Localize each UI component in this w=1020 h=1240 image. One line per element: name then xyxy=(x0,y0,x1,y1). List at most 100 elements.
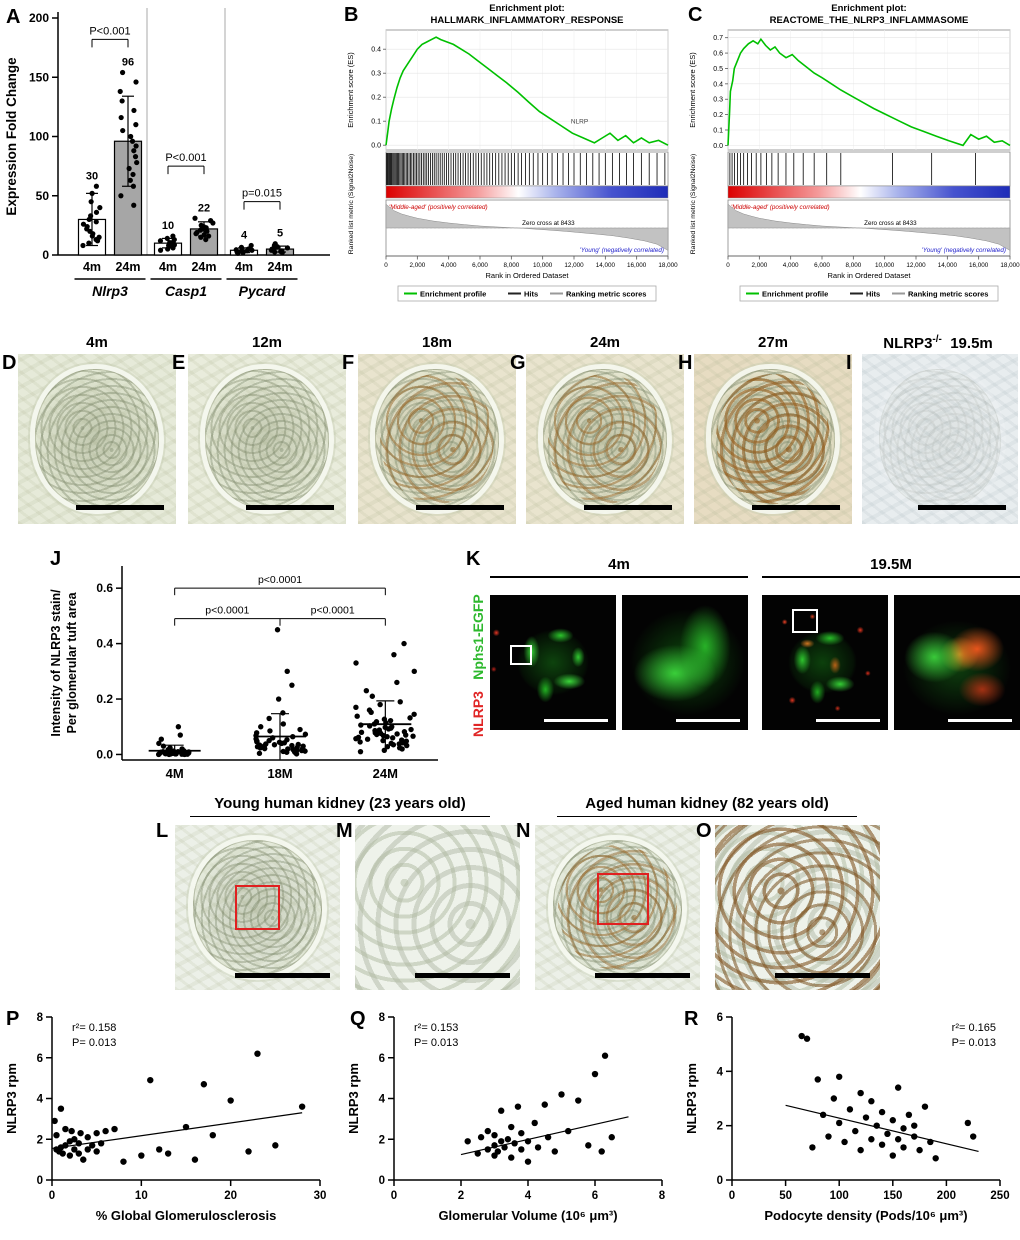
panel-e-age-label: 12m xyxy=(251,334,283,351)
svg-text:Ranking metric scores: Ranking metric scores xyxy=(566,290,646,299)
panel-j-strip-plot: 0.0 0.2 0.4 0.6 Intensity of NLRP3 stain/Per… xyxy=(30,548,460,798)
ranked-metric-area xyxy=(385,203,669,251)
panel-q-letter: Q xyxy=(350,1008,366,1030)
panel-i-gene-text: NLRP3 xyxy=(883,335,933,352)
svg-text:6: 6 xyxy=(717,1012,723,1024)
svg-text:Glomerular Volume (10⁶ μm³): Glomerular Volume (10⁶ μm³) xyxy=(438,1208,617,1223)
svg-text:4,000: 4,000 xyxy=(783,262,799,269)
svg-text:6: 6 xyxy=(37,1053,43,1065)
panel-r-scatter-plot: 0 2 4 6 0 50 100 150 200 250 Podocyte density (Pod… xyxy=(680,1005,1020,1240)
panel-c-letter: C xyxy=(688,4,703,26)
young-human-kidney-header: Young human kidney (23 years old) xyxy=(190,795,490,817)
svg-text:8: 8 xyxy=(659,1190,666,1202)
svg-text:24m: 24m xyxy=(191,260,216,274)
svg-text:P<0.001: P<0.001 xyxy=(165,152,206,164)
svg-text:Nlrp3: Nlrp3 xyxy=(92,283,128,299)
panel-o-micrograph xyxy=(715,825,880,990)
scale-bar xyxy=(595,973,690,978)
scale-bar xyxy=(235,973,330,978)
svg-text:4m: 4m xyxy=(235,260,253,274)
svg-text:0: 0 xyxy=(37,1175,43,1187)
svg-text:200: 200 xyxy=(937,1190,956,1202)
svg-text:0: 0 xyxy=(729,1190,735,1202)
panel-k-19-5m-glomerulus-image xyxy=(762,595,888,730)
svg-text:r²= 0.153: r²= 0.153 xyxy=(414,1022,458,1034)
scale-bar xyxy=(544,719,608,722)
svg-text:4,000: 4,000 xyxy=(441,262,457,269)
svg-text:p<0.0001: p<0.0001 xyxy=(311,605,355,617)
scale-bar xyxy=(584,505,672,510)
svg-text:14,000: 14,000 xyxy=(938,262,958,269)
regression-line xyxy=(51,1112,303,1150)
svg-text:0.0: 0.0 xyxy=(96,747,113,761)
svg-text:0.6: 0.6 xyxy=(713,51,723,58)
panel-a-bar-chart: 0 50 100 150 200 Expression Fold Change 30 4m 96… xyxy=(0,0,335,330)
nlrp3-stain-speckles xyxy=(716,374,830,504)
panel-i-micrograph xyxy=(862,354,1018,524)
glomerulus xyxy=(35,369,159,509)
panel-k-19-5m-inset-zoom-image xyxy=(894,595,1020,730)
inset-box xyxy=(597,873,649,925)
nlrp3-stain-speckles xyxy=(715,825,880,990)
scale-bar xyxy=(918,505,1006,510)
svg-text:2,000: 2,000 xyxy=(409,262,425,269)
svg-text:0: 0 xyxy=(391,1190,397,1202)
enrichment-curve xyxy=(385,36,669,146)
svg-text:10: 10 xyxy=(162,220,174,232)
svg-text:'Young' (negatively correlated: 'Young' (negatively correlated) xyxy=(922,247,1006,254)
gsea-plot-svg: Enrichment plot:REACTOME_THE_NLRP3_INFLA… xyxy=(688,3,1020,302)
panel-k-4m-header: 4m xyxy=(490,556,748,578)
panel-k-4m-inset-zoom-image xyxy=(622,595,748,730)
svg-text:Enrichment plot:: Enrichment plot: xyxy=(489,3,564,14)
svg-text:6,000: 6,000 xyxy=(814,262,830,269)
panel-g-micrograph xyxy=(526,354,684,524)
svg-text:8,000: 8,000 xyxy=(503,262,519,269)
svg-text:Hits: Hits xyxy=(866,290,880,299)
svg-text:14,000: 14,000 xyxy=(596,262,616,269)
svg-text:24m: 24m xyxy=(115,260,140,274)
svg-text:0.3: 0.3 xyxy=(713,97,723,104)
svg-text:NLRP: NLRP xyxy=(571,119,588,126)
svg-text:NLRP3 rpm: NLRP3 rpm xyxy=(684,1063,699,1134)
svg-text:24M: 24M xyxy=(373,766,398,781)
inset-box xyxy=(235,885,280,930)
glomerulus xyxy=(879,369,1001,509)
scale-bar xyxy=(76,505,164,510)
svg-text:Ranked list metric (Signal2Noi: Ranked list metric (Signal2Noise) xyxy=(348,154,355,254)
panel-p-scatter-plot: 0 2 4 6 8 0 10 20 30 % Global Glomerulosclerosis N… xyxy=(0,1005,335,1240)
panel-k-letter: K xyxy=(466,548,481,570)
panel-p-letter: P xyxy=(6,1008,20,1030)
svg-text:2: 2 xyxy=(717,1121,723,1133)
svg-text:4M: 4M xyxy=(166,766,184,781)
svg-text:4: 4 xyxy=(717,1066,724,1078)
panel-l-letter: L xyxy=(156,820,169,842)
svg-text:18,000: 18,000 xyxy=(1000,262,1020,269)
svg-text:8: 8 xyxy=(379,1012,386,1024)
nlrp3-stain-speckles xyxy=(548,374,662,504)
svg-text:0: 0 xyxy=(379,1175,385,1187)
panel-f-age-label: 18m xyxy=(421,334,453,351)
panel-f-letter: F xyxy=(342,352,355,374)
svg-text:50: 50 xyxy=(779,1190,792,1202)
svg-text:2: 2 xyxy=(37,1134,43,1146)
panel-k-4m-glomerulus-image xyxy=(490,595,616,730)
svg-text:2: 2 xyxy=(379,1134,385,1146)
panel-o-letter: O xyxy=(696,820,712,842)
enrichment-curve xyxy=(727,37,1011,147)
svg-text:Hits: Hits xyxy=(524,290,538,299)
svg-text:Rank in Ordered Dataset: Rank in Ordered Dataset xyxy=(486,271,570,280)
svg-text:0.0: 0.0 xyxy=(371,143,381,150)
panel-n-micrograph xyxy=(535,825,700,990)
svg-text:Zero cross at 8433: Zero cross at 8433 xyxy=(864,220,917,227)
panel-m-letter: M xyxy=(336,820,353,842)
panel-i-age-text: 19.5m xyxy=(950,335,993,352)
svg-text:0.0: 0.0 xyxy=(713,143,723,150)
svg-text:50: 50 xyxy=(36,189,50,203)
svg-text:NLRP3 rpm: NLRP3 rpm xyxy=(346,1063,361,1134)
scale-bar xyxy=(775,973,870,978)
panel-k-4m-header-text: 4m xyxy=(608,556,630,573)
scale-bar xyxy=(246,505,334,510)
svg-text:4: 4 xyxy=(37,1094,44,1106)
svg-text:r²= 0.165: r²= 0.165 xyxy=(952,1022,996,1034)
